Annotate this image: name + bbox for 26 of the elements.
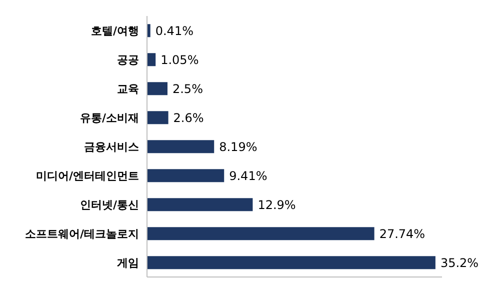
data-label: 27.74% — [379, 226, 426, 241]
y-tick-label: 유통/소비재 — [80, 111, 139, 124]
y-tick-label: 인터넷/통신 — [80, 198, 139, 212]
y-tick-label: 호텔/여행 — [90, 24, 139, 38]
y-tick-label: 소프트웨어/테크놀로지 — [24, 227, 139, 240]
y-tick-label: 공공 — [117, 53, 139, 66]
y-tick-label: 게임 — [117, 256, 139, 270]
data-label: 2.5% — [172, 82, 203, 96]
bar — [147, 198, 253, 212]
y-tick-label: 금융서비스 — [84, 140, 139, 154]
bar — [147, 169, 224, 182]
y-tick-label: 교육 — [117, 82, 139, 96]
data-label: 9.41% — [229, 168, 268, 183]
data-label: 8.19% — [219, 140, 258, 154]
bar — [147, 140, 214, 154]
bar — [147, 256, 436, 270]
data-label: 12.9% — [258, 198, 296, 212]
data-label: 35.2% — [440, 256, 479, 270]
data-label: 0.41% — [155, 24, 194, 38]
y-tick-label: 미디어/엔터테인먼트 — [36, 169, 139, 182]
bar — [147, 227, 374, 240]
bar — [147, 111, 168, 124]
data-label: 1.05% — [160, 52, 199, 67]
bar — [147, 53, 156, 66]
data-label: 2.6% — [173, 110, 204, 125]
bar — [147, 82, 168, 96]
